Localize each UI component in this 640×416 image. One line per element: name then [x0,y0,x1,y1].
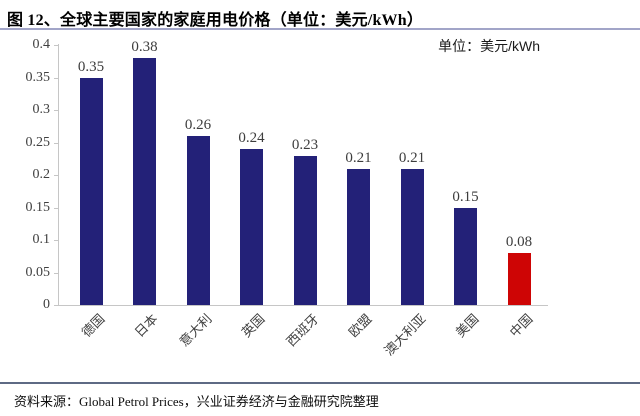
y-axis-tick-label: 0.4 [32,37,51,52]
bar-value-label: 0.26 [184,117,212,133]
bar-value-label: 0.21 [398,149,426,166]
x-axis-label: 德国 [78,311,108,341]
x-axis-line [58,305,548,306]
y-axis-tick-mark [54,207,58,209]
bar-美国 [454,207,477,305]
y-axis-tick-label: 0.1 [32,232,51,247]
bar-中国 [507,253,531,305]
y-axis-tick-label: 0.35 [25,69,51,85]
y-axis-tick-mark [54,77,58,79]
y-axis-tick-mark [54,45,58,46]
y-axis-tick-mark [54,142,58,144]
bar-value-label: 0.38 [131,39,158,55]
y-axis-tick-label: 0 [43,297,50,312]
bar-西班牙 [293,155,317,305]
bar-澳大利亚 [400,168,424,305]
y-axis-tick-mark [54,305,58,306]
bar-欧盟 [347,168,370,305]
bar-value-label: 0.15 [452,188,479,205]
x-axis-label: 英国 [239,311,269,341]
source-note: 资料来源：Global Petrol Prices，兴业证券经济与金融研究院整理 [14,394,379,409]
y-axis-tick-mark [54,240,58,241]
y-axis-tick-label: 0.2 [32,167,51,182]
bar-意大利 [186,136,210,305]
bar-value-label: 0.08 [505,234,533,250]
bar-value-label: 0.23 [291,136,319,153]
y-axis-tick-mark [54,272,58,274]
source-divider-line [0,382,640,384]
x-axis-label: 美国 [453,311,483,341]
bar-德国 [79,77,103,305]
chart-unit-label: 单位：美元/kWh [438,38,540,54]
bar-value-label: 0.35 [77,58,105,75]
x-axis-label: 中国 [506,311,536,341]
bar-英国 [240,149,263,305]
x-axis-label: 欧盟 [346,311,376,341]
bar-日本 [133,58,156,305]
bar-value-label: 0.24 [238,130,265,146]
bar-value-label: 0.21 [345,149,372,166]
x-axis-label: 意大利 [176,311,215,350]
y-axis-tick-label: 0.25 [25,134,51,150]
y-axis-tick-label: 0.3 [32,102,51,117]
figure-title: 图 12、全球主要国家的家庭用电价格（单位：美元/kWh） [7,12,424,29]
y-axis-line [58,44,59,306]
x-axis-label: 西班牙 [283,311,322,350]
x-axis-label: 日本 [132,311,162,341]
y-axis-tick-label: 0.05 [25,264,51,280]
x-axis-label: 澳大利亚 [381,311,429,359]
y-axis-tick-mark [54,110,58,111]
y-axis-tick-label: 0.15 [25,199,51,215]
y-axis-tick-mark [54,175,58,176]
title-divider-line [0,28,640,30]
